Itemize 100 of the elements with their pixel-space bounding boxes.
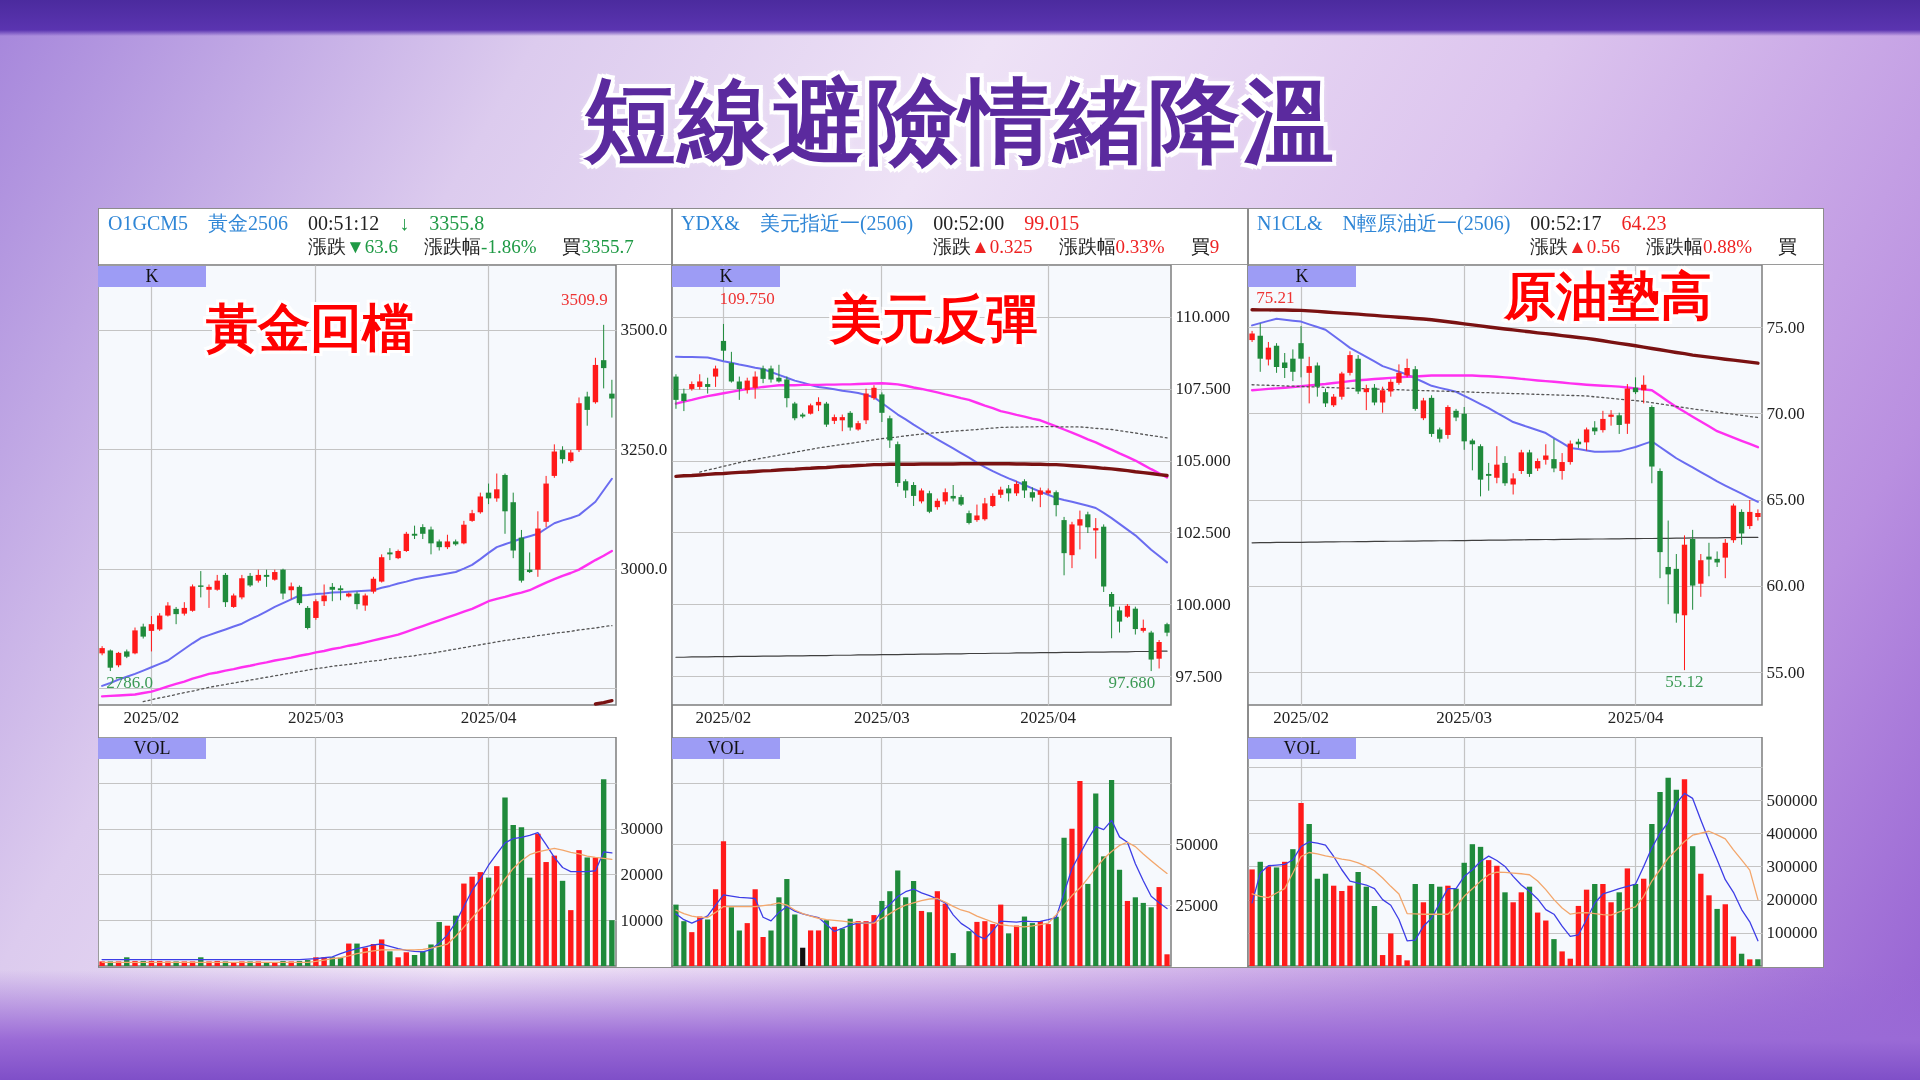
- candlestick: [1306, 356, 1312, 404]
- candlestick: [239, 574, 245, 600]
- bar: [839, 928, 845, 966]
- candlestick: [1322, 388, 1329, 408]
- bar: [494, 866, 500, 966]
- bar: [903, 897, 909, 966]
- bar: [1132, 897, 1138, 966]
- candlestick: [1738, 508, 1745, 546]
- text: 漲跌▼63.6 漲跌幅-1.86% 買3355.7: [308, 236, 634, 257]
- bar: [966, 931, 972, 966]
- bar: [855, 921, 861, 966]
- y-tick-label: 55.00: [1766, 662, 1805, 682]
- bar: [1388, 933, 1394, 966]
- bar: [1069, 828, 1075, 966]
- bar: [395, 957, 401, 966]
- bar: [411, 955, 418, 966]
- y-tick-label: 70.00: [1766, 403, 1805, 423]
- candlestick: [1257, 322, 1263, 373]
- bar: [776, 897, 782, 966]
- y-tick-label: 400000: [1766, 823, 1818, 843]
- bar: [673, 904, 679, 966]
- bar: [752, 889, 758, 966]
- y-tick-label: 200000: [1766, 890, 1818, 910]
- candlestick: [720, 323, 727, 361]
- bar: [1330, 885, 1337, 966]
- candlestick: [1108, 591, 1115, 639]
- candlestick: [1600, 410, 1606, 434]
- bar: [1445, 885, 1451, 966]
- line-series: [1251, 830, 1759, 916]
- bar: [910, 880, 917, 966]
- bar: [1518, 892, 1525, 966]
- candlestick: [1608, 409, 1614, 427]
- candlestick: [1518, 449, 1525, 475]
- candlestick: [1567, 439, 1573, 466]
- bar: [1485, 860, 1492, 966]
- bar: [1624, 868, 1631, 966]
- candlestick: [1420, 397, 1427, 421]
- bar: [526, 877, 533, 966]
- bar: [768, 930, 774, 966]
- bar: [1396, 955, 1402, 966]
- bar: [1453, 888, 1459, 966]
- y-tick-label: 65.00: [1766, 490, 1805, 510]
- candlestick: [1077, 510, 1083, 550]
- tab: K: [1248, 266, 1356, 287]
- bar: [1363, 886, 1369, 966]
- candlestick: [673, 373, 679, 410]
- x-tick-label: 2025/03: [1436, 707, 1493, 727]
- bar: [1616, 892, 1622, 966]
- y-tick-label: 110.000: [1175, 307, 1231, 327]
- candlestick: [879, 391, 885, 423]
- candlestick: [1290, 348, 1296, 382]
- annotation: 3509.9: [560, 289, 608, 309]
- y-tick-label: 105.000: [1175, 451, 1231, 471]
- candlestick: [681, 388, 687, 412]
- bar: [1322, 873, 1329, 966]
- annotation: 109.750: [719, 288, 775, 308]
- annotation: 75.21: [1256, 288, 1295, 308]
- bar: [1600, 884, 1606, 966]
- bar: [815, 930, 822, 966]
- candlestick: [1249, 330, 1255, 343]
- bar: [1124, 900, 1131, 966]
- bar: [1077, 781, 1083, 966]
- candlestick: [313, 598, 319, 621]
- candlestick: [1396, 363, 1402, 386]
- candlestick: [1085, 511, 1091, 534]
- bar: [543, 862, 549, 966]
- bar: [681, 921, 687, 966]
- bar: [1649, 823, 1655, 966]
- bar: [584, 857, 590, 966]
- bar: [1689, 846, 1696, 966]
- bar: [1494, 865, 1500, 966]
- candlestick: [792, 401, 798, 421]
- candlestick: [1404, 358, 1410, 378]
- bar: [576, 850, 582, 966]
- candlestick: [1371, 383, 1378, 406]
- candlestick: [1755, 508, 1761, 522]
- y-tick-label: 107.500: [1175, 379, 1231, 399]
- bar: [934, 891, 940, 966]
- bar: [1477, 846, 1484, 966]
- bar: [518, 827, 525, 966]
- y-tick-label: 25000: [1175, 895, 1218, 915]
- line-series: [101, 477, 613, 687]
- bar: [760, 937, 766, 966]
- text: 漲跌▲0.56 漲跌幅0.88% 買: [1530, 236, 1798, 257]
- candlestick: [1314, 361, 1321, 398]
- bar: [1045, 924, 1051, 966]
- bar: [502, 797, 508, 966]
- bar: [689, 932, 695, 966]
- y-tick-label: 3250.0: [620, 439, 668, 459]
- line-series: [674, 462, 1169, 479]
- bar: [1306, 823, 1312, 966]
- bar: [1108, 779, 1115, 966]
- candlestick: [1282, 352, 1288, 379]
- bar: [403, 952, 410, 966]
- bar: [469, 876, 475, 966]
- line-series: [100, 549, 614, 698]
- tab: K: [98, 266, 206, 287]
- candlestick: [206, 583, 212, 609]
- bar: [863, 921, 869, 966]
- chart-title: O1GCM5 黃金2506 00:51:12 ↓ 3355.8: [108, 212, 485, 234]
